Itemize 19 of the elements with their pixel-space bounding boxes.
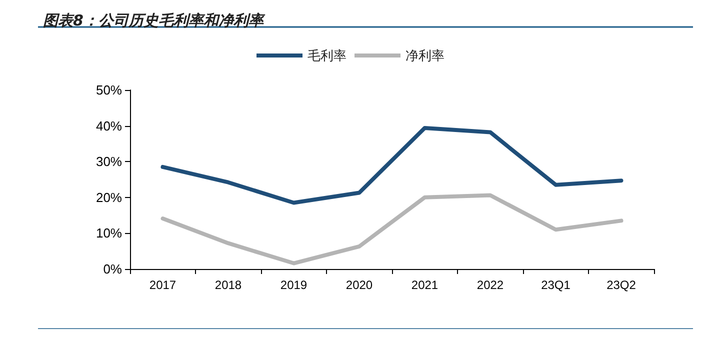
- x-tick-label: 23Q2: [606, 278, 636, 292]
- legend-label: 净利率: [406, 48, 444, 63]
- legend-label: 毛利率: [308, 48, 346, 63]
- x-tick-label: 2018: [214, 278, 242, 292]
- x-tick-label: 2019: [280, 278, 308, 292]
- y-tick-label: 0%: [103, 262, 122, 276]
- y-tick-label: 30%: [96, 154, 122, 170]
- y-tick-label: 10%: [96, 226, 122, 241]
- line-series: [160, 193, 624, 266]
- line-series: [160, 126, 624, 205]
- x-tick-label: 2021: [411, 278, 438, 292]
- x-tick-label: 2022: [476, 278, 504, 292]
- y-tick-label: 50%: [96, 82, 122, 98]
- chart-title: 图表8：公司历史毛利率和净利率: [43, 12, 266, 30]
- y-tick-label: 40%: [96, 118, 122, 134]
- x-tick-label: 2020: [346, 278, 373, 292]
- x-tick-label: 23Q1: [541, 278, 571, 292]
- x-tick-label: 2017: [149, 278, 176, 292]
- y-tick-label: 20%: [96, 190, 122, 205]
